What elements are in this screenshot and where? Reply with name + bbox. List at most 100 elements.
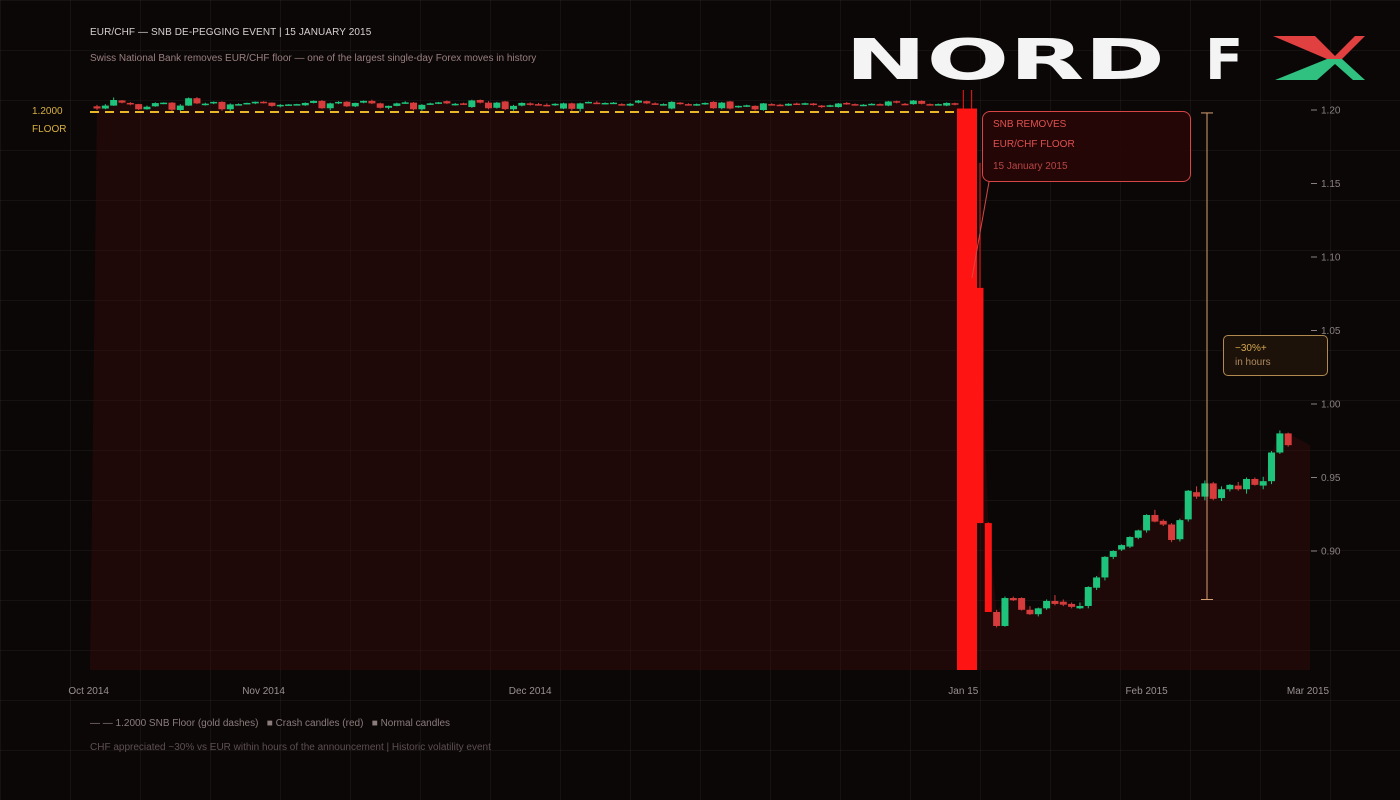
legend-floor: — — 1.2000 SNB Floor (gold dashes): [90, 718, 259, 729]
candle-body: [534, 104, 542, 106]
move-duration: in hours: [1235, 357, 1271, 368]
candle-body: [501, 101, 509, 110]
candle: [526, 102, 534, 106]
candle-body: [251, 101, 259, 104]
candle: [776, 103, 784, 107]
candle: [435, 101, 443, 105]
candle: [1026, 606, 1034, 615]
candle-body: [801, 103, 809, 105]
candle: [1076, 602, 1084, 610]
candle: [193, 97, 201, 105]
candle: [351, 102, 359, 108]
y-tick-label: 0.95: [1321, 473, 1341, 484]
chart-title: EUR/CHF — SNB DE-PEGGING EVENT | 15 JANU…: [90, 27, 372, 38]
floor-text: FLOOR: [32, 124, 67, 135]
candle: [926, 103, 934, 106]
candle-body: [559, 103, 567, 109]
candle-body: [126, 102, 134, 105]
candle: [651, 102, 659, 105]
candle-body: [843, 102, 851, 105]
candle: [826, 104, 834, 108]
candle: [143, 105, 151, 110]
candle-body: [709, 101, 717, 109]
legend: — — 1.2000 SNB Floor (gold dashes) ■ Cra…: [90, 718, 450, 729]
candle: [909, 100, 917, 105]
candle-body: [310, 100, 318, 103]
floor-value: 1.2000: [32, 106, 63, 117]
candle-body: [1243, 478, 1251, 490]
candle: [701, 102, 709, 105]
candle-body: [793, 103, 801, 106]
candle-body: [326, 103, 334, 109]
candle: [1193, 486, 1201, 499]
candle: [743, 104, 751, 108]
candle: [726, 100, 734, 110]
candle-body: [1043, 600, 1051, 609]
candle: [809, 102, 817, 106]
candle-body: [1068, 603, 1076, 607]
candle: [718, 101, 726, 110]
candle-body: [210, 101, 218, 104]
candle-body: [776, 104, 784, 107]
x-tick-label: Jan 15: [948, 686, 978, 697]
candle: [559, 102, 567, 110]
candle: [876, 103, 884, 106]
candle: [1268, 451, 1276, 485]
candle: [1143, 514, 1151, 533]
candle: [1201, 480, 1209, 501]
candle: [510, 104, 517, 111]
candle-body: [618, 104, 626, 106]
candle: [1059, 599, 1067, 607]
candle: [893, 100, 901, 104]
candle: [326, 102, 334, 111]
candle: [1101, 556, 1109, 581]
candle: [901, 102, 909, 106]
candle-body: [1268, 452, 1276, 482]
candle: [210, 101, 218, 105]
snb-callout: SNB REMOVES EUR/CHF FLOOR 15 January 201…: [982, 111, 1191, 182]
candle: [659, 103, 667, 106]
candle: [1018, 597, 1026, 611]
candle: [201, 102, 209, 106]
candle-body: [1026, 609, 1034, 615]
candle-body: [659, 104, 667, 106]
candles: [93, 90, 1292, 670]
candle-body: [876, 104, 884, 106]
candle: [110, 97, 118, 106]
candle-body: [476, 100, 484, 103]
candle: [801, 102, 809, 106]
candle-body: [726, 101, 734, 109]
x-tick-label: Mar 2015: [1287, 686, 1330, 697]
candle-body: [460, 103, 468, 105]
candle-body: [1151, 514, 1159, 522]
candle: [584, 101, 592, 104]
candle: [634, 100, 642, 104]
candle-body: [976, 287, 984, 524]
candle: [693, 103, 701, 106]
candle: [734, 105, 742, 108]
candle-body: [226, 104, 234, 110]
candle: [818, 105, 826, 108]
candle: [418, 104, 426, 111]
candle-body: [1168, 524, 1176, 540]
candle: [126, 102, 134, 106]
candle: [918, 100, 926, 105]
candle-body: [218, 101, 226, 110]
candle-body: [901, 103, 909, 106]
candle: [593, 101, 601, 105]
footnote: CHF appreciated ~30% vs EUR within hours…: [90, 742, 491, 753]
candle-body: [701, 102, 709, 105]
candle: [485, 101, 493, 110]
candle-body: [768, 104, 776, 106]
candle-body: [1134, 530, 1142, 538]
candle: [310, 100, 318, 104]
candle: [1159, 519, 1167, 527]
candle-body: [743, 105, 751, 107]
candle-body: [343, 101, 351, 107]
candle-body: [101, 105, 109, 109]
candle-body: [1218, 489, 1226, 499]
candle-body: [626, 103, 634, 106]
candle-body: [1259, 481, 1267, 486]
candle-body: [301, 102, 309, 106]
candle-body: [609, 102, 617, 105]
